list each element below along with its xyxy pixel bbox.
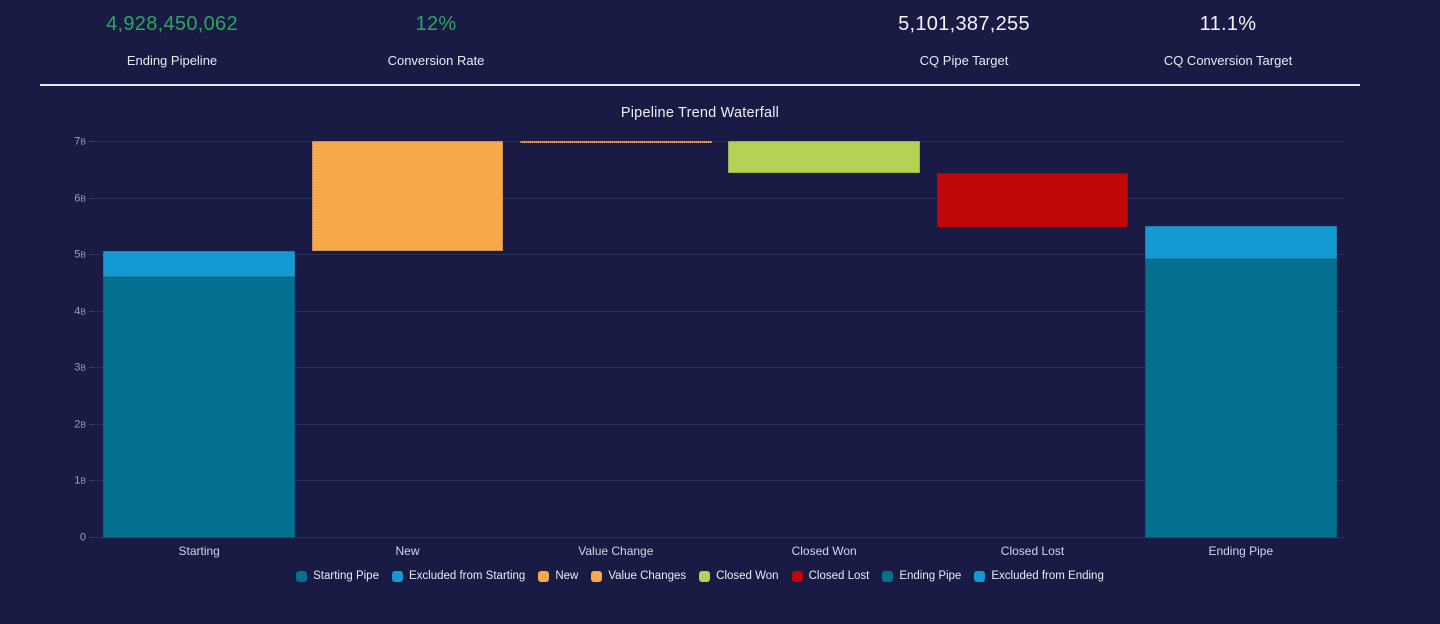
legend-swatch	[538, 570, 550, 582]
legend-item-ending-pipe[interactable]: Ending Pipe	[882, 570, 961, 582]
bar-new	[303, 125, 511, 538]
legend-label: Excluded from Starting	[408, 570, 526, 582]
x-axis: Starting New Value Change Closed Won Closed …	[95, 538, 1345, 560]
y-axis-tickmark	[89, 140, 95, 142]
legend-label: Closed Won	[716, 570, 779, 582]
kpi-label: Conversion Rate	[387, 53, 485, 68]
gridline	[95, 367, 1345, 369]
y-axis-tick-label: 4B	[74, 305, 86, 318]
gridline	[95, 423, 1345, 425]
y-axis-tick-label: 1B	[74, 474, 86, 487]
legend-swatch	[391, 570, 403, 582]
y-axis-tick-label: 7B	[74, 135, 86, 148]
legend-swatch	[296, 570, 308, 582]
bar-column	[728, 125, 920, 538]
legend-label: Ending Pipe	[899, 570, 962, 582]
kpi-value: 5,101,387,255	[898, 13, 1030, 35]
bar-ending-pipe	[1137, 125, 1345, 538]
legend-item-excluded-from-ending[interactable]: Excluded from Ending	[974, 570, 1104, 582]
gridline	[95, 140, 1345, 142]
bar-closed-lost	[928, 125, 1136, 538]
y-axis-tick-label: 5B	[74, 248, 86, 261]
bar-column	[519, 125, 712, 538]
waterfall-chart: Pipeline Trend Waterfall 0 1B 2B 3B 4B 5B 6B 7B…	[40, 88, 1360, 582]
x-axis-label-new: New	[395, 544, 420, 558]
y-axis-tick-label: 3B	[74, 361, 86, 374]
gridline	[95, 480, 1345, 482]
legend-swatch	[882, 570, 894, 582]
kpi-value: 12%	[415, 13, 457, 35]
legend-swatch	[974, 570, 986, 582]
legend-label: Closed Lost	[808, 570, 870, 582]
kpi-value: 11.1%	[1199, 13, 1257, 35]
bar-column	[311, 125, 504, 538]
legend-label: Value Changes	[608, 570, 687, 582]
y-axis-tick-label: 2B	[74, 418, 86, 431]
legend-item-starting-pipe[interactable]: Starting Pipe	[296, 570, 379, 582]
legend-item-new[interactable]: New	[538, 570, 578, 582]
bar-value-change	[512, 125, 720, 538]
y-axis-tick-label: 6B	[74, 192, 86, 205]
y-axis-tickmark	[89, 423, 95, 425]
legend-label: Excluded from Ending	[991, 570, 1104, 582]
closed-won-segment[interactable]	[728, 141, 920, 174]
chart-legend: Starting Pipe Excluded from Starting New Va…	[40, 570, 1360, 582]
legend-item-excluded-from-starting[interactable]: Excluded from Starting	[391, 570, 526, 582]
y-axis-tickmark	[89, 310, 95, 312]
bar-column	[936, 125, 1129, 538]
gridline	[95, 310, 1345, 312]
kpi-cq-pipe-target[interactable]: 5,101,387,255 CQ Pipe Target	[832, 0, 1096, 84]
gridline	[95, 537, 1345, 538]
value-changes-segment[interactable]	[519, 140, 712, 143]
kpi-spacer	[568, 0, 832, 84]
ending-pipe-segment[interactable]	[1144, 259, 1337, 538]
legend-swatch	[591, 570, 603, 582]
kpi-label: Ending Pipeline	[126, 53, 218, 68]
legend-item-closed-lost[interactable]: Closed Lost	[791, 570, 870, 582]
legend-item-value-changes[interactable]: Value Changes	[591, 570, 686, 582]
legend-item-closed-won[interactable]: Closed Won	[699, 570, 779, 582]
y-axis-tickmark	[89, 254, 95, 256]
kpi-header: 4,928,450,062 Ending Pipeline 12% Conver…	[40, 0, 1360, 86]
bar-column	[1144, 125, 1337, 538]
kpi-label: CQ Pipe Target	[919, 53, 1009, 68]
kpi-ending-pipeline[interactable]: 4,928,450,062 Ending Pipeline	[40, 0, 304, 84]
x-axis-label-value-change: Value Change	[578, 544, 654, 558]
chart-title: Pipeline Trend Waterfall	[620, 105, 780, 121]
gridline	[95, 197, 1345, 199]
legend-swatch	[699, 570, 711, 582]
new-segment[interactable]	[311, 141, 504, 251]
excluded-from-starting-segment[interactable]	[103, 250, 295, 277]
kpi-value: 4,928,450,062	[106, 13, 238, 35]
x-axis-label-closed-lost: Closed Lost	[1000, 544, 1065, 558]
closed-lost-segment[interactable]	[936, 173, 1129, 227]
legend-swatch	[791, 570, 803, 582]
y-axis-tickmark	[89, 537, 95, 538]
x-axis-label-ending-pipe: Ending Pipe	[1208, 544, 1274, 558]
legend-label: New	[555, 570, 579, 582]
plot-area: 0 1B 2B 3B 4B 5B 6B 7B	[74, 125, 1345, 543]
starting-pipe-segment[interactable]	[103, 276, 295, 538]
y-axis-tickmark	[89, 367, 95, 369]
bar-starting	[95, 125, 303, 538]
x-axis-label-closed-won: Closed Won	[791, 544, 857, 558]
bar-column	[103, 125, 295, 538]
y-axis-tick-label: 0	[79, 531, 86, 544]
kpi-label: CQ Conversion Target	[1163, 53, 1293, 68]
bar-closed-won	[720, 125, 928, 538]
kpi-cq-conversion-target[interactable]: 11.1% CQ Conversion Target	[1096, 0, 1360, 84]
x-axis-label-starting: Starting	[178, 544, 220, 558]
y-axis-tickmark	[89, 197, 95, 199]
gridline	[95, 254, 1345, 256]
legend-label: Starting Pipe	[313, 570, 379, 582]
y-axis-tickmark	[89, 480, 95, 482]
excluded-from-ending-segment[interactable]	[1144, 225, 1337, 260]
kpi-conversion-rate[interactable]: 12% Conversion Rate	[304, 0, 568, 84]
